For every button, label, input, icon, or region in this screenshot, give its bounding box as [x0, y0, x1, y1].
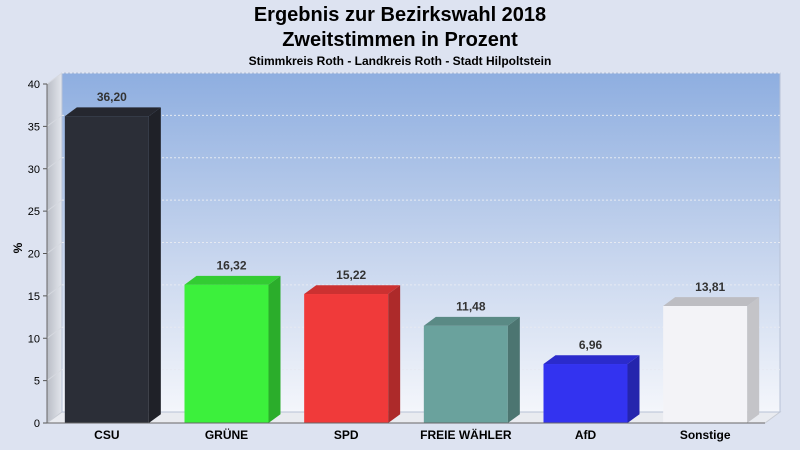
grid-line-side	[46, 284, 63, 297]
y-tick-label: 10	[28, 333, 40, 345]
bar-side	[148, 107, 161, 423]
x-tick-label: CSU	[94, 428, 119, 442]
x-tick-label: AfD	[575, 428, 597, 442]
x-tick-label: GRÜNE	[205, 427, 248, 442]
data-label: 6,96	[579, 338, 603, 352]
plot-back-wall	[62, 73, 780, 412]
bar-front	[304, 294, 389, 423]
bar-side	[747, 297, 760, 423]
grid-line-side	[46, 157, 63, 170]
y-tick-label: 15	[28, 291, 40, 303]
bar-gr-ne: 16,32	[184, 259, 281, 423]
bar-front	[184, 284, 269, 423]
grid-line-side	[46, 72, 63, 85]
y-axis-label: %	[11, 242, 25, 253]
x-tick-label: SPD	[334, 428, 359, 442]
data-label: 36,20	[97, 90, 127, 104]
bar-side	[268, 275, 281, 423]
y-tick-label: 20	[28, 249, 40, 261]
bar-top	[184, 275, 281, 285]
bar-top	[663, 297, 760, 306]
x-tick-label: FREIE WÄHLER	[420, 427, 512, 442]
y-tick-label: 5	[34, 376, 40, 388]
x-axis: CSU GRÜNE SPD FREIE WÄHLER AfD Sonstige	[94, 427, 731, 442]
y-tick-label: 25	[28, 206, 40, 218]
chart-subtitle: Zweitstimmen in Prozent	[282, 29, 518, 51]
bar-front	[64, 116, 149, 423]
y-tick-label: 40	[28, 79, 40, 91]
chart-region-subtitle: Stimmkreis Roth - Landkreis Roth - Stadt…	[248, 54, 552, 68]
bar-top	[423, 316, 520, 326]
bar-side	[388, 285, 401, 423]
bar-afd: 6,96	[543, 338, 640, 423]
grid-line-side	[46, 326, 63, 339]
data-label: 16,32	[216, 259, 246, 273]
data-label: 13,81	[695, 280, 725, 294]
grid-line-side	[46, 114, 63, 127]
grid-line-side	[46, 369, 63, 382]
data-label: 15,22	[336, 268, 366, 282]
grid-line-side	[46, 199, 63, 212]
data-label: 11,48	[456, 300, 486, 314]
bar-top	[543, 355, 640, 365]
x-tick-label: Sonstige	[680, 428, 731, 442]
y-axis: 0 5 10 15 20 25 30 35 40	[28, 79, 765, 430]
bar-top	[64, 107, 161, 117]
chart-title: Ergebnis zur Bezirkswahl 2018	[253, 4, 547, 26]
grid-lines	[46, 72, 780, 382]
bar-side	[507, 316, 520, 423]
bar-side	[627, 355, 640, 423]
bar-front	[543, 364, 628, 423]
grid-line-side	[46, 242, 63, 254]
y-tick-label: 30	[28, 164, 40, 176]
y-tick-label: 35	[28, 121, 40, 133]
bar-csu: 36,20	[64, 90, 161, 423]
bar-freie-w-hler: 11,48	[423, 300, 520, 423]
bar-spd: 15,22	[304, 268, 401, 423]
y-tick-label: 0	[34, 418, 40, 430]
bar-top	[304, 285, 401, 295]
bar-front	[663, 305, 748, 423]
bar-front	[423, 325, 508, 423]
bar-sonstige: 13,81	[663, 280, 760, 423]
bars: 36,20 16,32 15,22 11,48 6,96 13,81	[64, 90, 760, 423]
